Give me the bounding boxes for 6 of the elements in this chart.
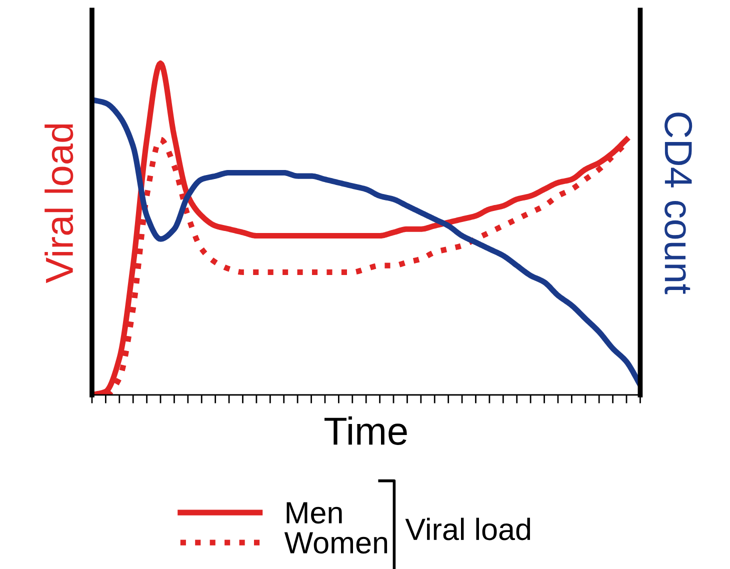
y-axis-title: Viral load: [44, 124, 74, 284]
legend-label: Women: [284, 532, 388, 554]
legend-title: Viral load: [405, 518, 530, 540]
y2-axis-title: CD4 count: [664, 112, 692, 294]
legend-label: Men: [286, 502, 342, 524]
x-axis-title: Time: [324, 416, 407, 445]
